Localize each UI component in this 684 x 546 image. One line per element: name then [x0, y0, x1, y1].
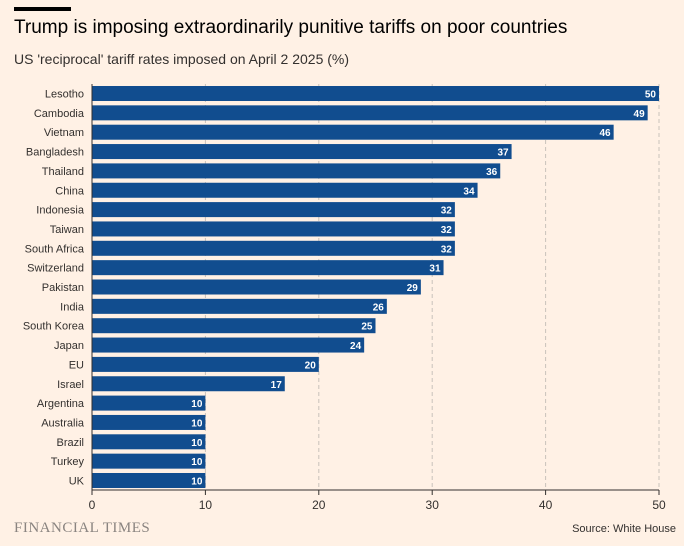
- data-label: 31: [429, 264, 441, 275]
- x-tick-label: 0: [89, 498, 96, 512]
- data-label: 49: [634, 109, 646, 120]
- bar: [92, 144, 512, 160]
- bar: [92, 163, 501, 179]
- bar: [92, 376, 285, 392]
- bar: [92, 105, 648, 121]
- category-label: Turkey: [51, 456, 85, 468]
- bar: [92, 337, 365, 353]
- category-label: Taiwan: [50, 224, 84, 236]
- chart-title: Trump is imposing extraordinarily puniti…: [14, 17, 568, 38]
- data-label: 34: [463, 186, 475, 197]
- category-label: Vietnam: [44, 127, 84, 139]
- category-label: UK: [69, 476, 85, 488]
- category-label: Thailand: [42, 166, 84, 178]
- category-label: Brazil: [56, 437, 84, 449]
- category-label: China: [55, 185, 85, 197]
- bar: [92, 356, 319, 372]
- source-note: Source: White House: [572, 523, 676, 535]
- bar: [92, 124, 614, 140]
- bar: [92, 279, 421, 295]
- bar: [92, 453, 206, 469]
- data-label: 10: [191, 399, 203, 410]
- category-label: Cambodia: [34, 108, 85, 120]
- data-label: 10: [191, 438, 203, 449]
- bar: [92, 298, 387, 314]
- data-label: 10: [191, 418, 203, 429]
- category-label: EU: [69, 359, 84, 371]
- category-label: Lesotho: [45, 89, 84, 101]
- x-tick-label: 10: [199, 498, 213, 512]
- bar: [92, 221, 455, 237]
- data-label: 46: [600, 128, 612, 139]
- ft-logo: FINANCIAL TIMES: [14, 520, 151, 536]
- category-label: South Korea: [23, 321, 85, 333]
- x-tick-label: 50: [652, 498, 666, 512]
- bar: [92, 395, 206, 411]
- category-label: South Africa: [25, 243, 85, 255]
- bar: [92, 318, 376, 334]
- data-label: 37: [497, 148, 509, 159]
- data-label: 10: [191, 457, 203, 468]
- data-label: 29: [407, 283, 419, 294]
- category-label: Switzerland: [27, 263, 84, 275]
- data-label: 50: [645, 90, 657, 101]
- data-label: 32: [441, 206, 453, 217]
- bar: [92, 260, 444, 276]
- data-label: 25: [361, 322, 373, 333]
- category-label: Pakistan: [42, 282, 84, 294]
- x-tick-label: 20: [312, 498, 326, 512]
- chart-subtitle: US 'reciprocal' tariff rates imposed on …: [14, 51, 350, 67]
- data-label: 32: [441, 225, 453, 236]
- category-label: Bangladesh: [26, 147, 84, 159]
- data-label: 24: [350, 341, 362, 352]
- category-label: Argentina: [37, 398, 85, 410]
- data-label: 17: [271, 380, 283, 391]
- category-label: India: [60, 301, 85, 313]
- category-label: Israel: [57, 379, 84, 391]
- bar: [92, 86, 659, 101]
- data-label: 26: [373, 302, 385, 313]
- category-label: Australia: [41, 417, 85, 429]
- data-label: 20: [305, 360, 317, 371]
- bar: [92, 182, 478, 198]
- bar: [92, 434, 206, 450]
- data-label: 10: [191, 477, 203, 488]
- x-tick-label: 40: [539, 498, 553, 512]
- bar: [92, 414, 206, 430]
- category-label: Indonesia: [36, 205, 85, 217]
- top-rule: [14, 7, 71, 11]
- category-label: Japan: [54, 340, 84, 352]
- x-tick-label: 30: [426, 498, 440, 512]
- data-label: 36: [486, 167, 498, 178]
- bar: [92, 240, 455, 256]
- bar: [92, 202, 455, 218]
- data-label: 32: [441, 244, 453, 255]
- bar: [92, 473, 206, 488]
